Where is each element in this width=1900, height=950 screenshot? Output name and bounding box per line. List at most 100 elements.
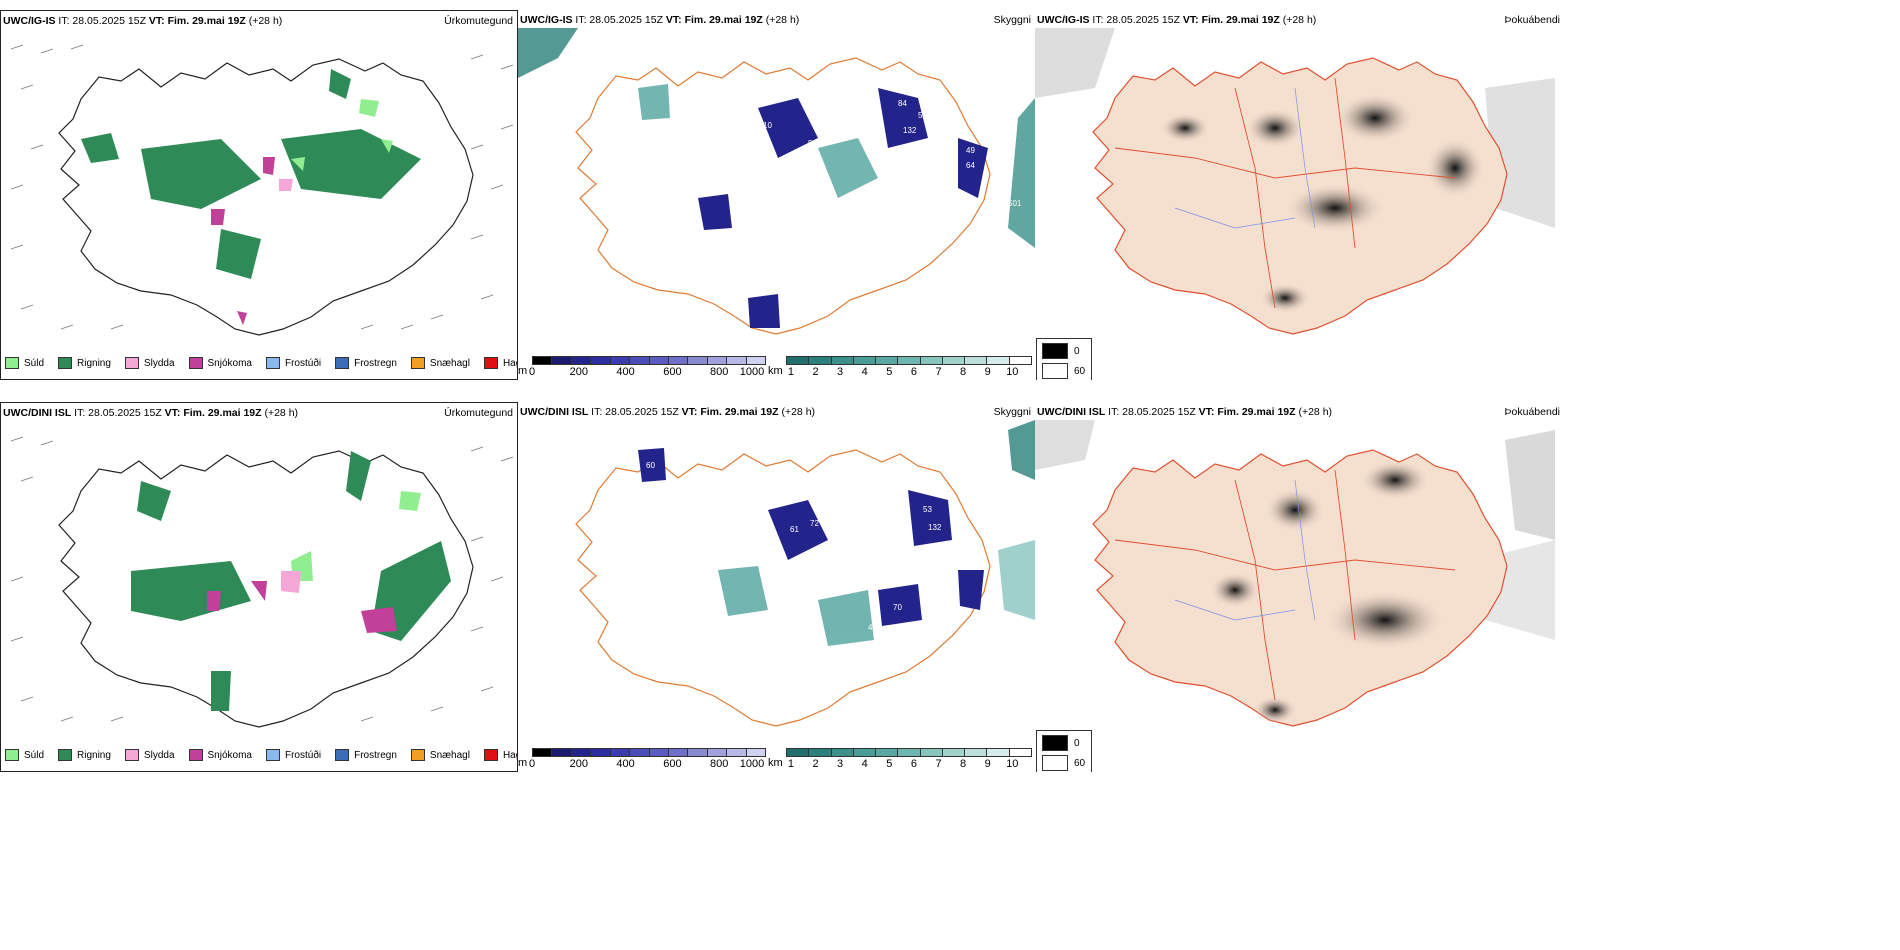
moderate-visibility-areas (718, 566, 874, 646)
legend-item: Frostregn (335, 357, 397, 369)
init-time: IT: 28.05.2025 15Z (575, 14, 663, 26)
fog-indicator-panel-top: UWC/IG-IS IT: 28.05.2025 15Z VT: Fim. 29… (1035, 10, 1900, 380)
model-name: UWC/DINI ISL (520, 406, 589, 418)
legend-swatch (188, 357, 203, 369)
legend-item: Rigning (58, 749, 111, 761)
legend-swatch (335, 749, 350, 761)
precip-type-panel-top: UWC/IG-IS IT: 28.05.2025 15Z VT: Fim. 29… (0, 10, 518, 380)
legend-swatch (5, 357, 19, 369)
wind-barbs (10, 436, 514, 722)
visibility-value-label: 72 (810, 519, 819, 528)
visibility-value-label: 132 (928, 523, 942, 532)
legend-item: Slydda (124, 357, 175, 369)
legend-swatch (124, 749, 139, 761)
height-colorbar-ticks: 0 200 400 600 800 1000 (528, 758, 765, 770)
height-unit: m (518, 757, 528, 769)
panel-header: UWC/DINI ISL IT: 28.05.2025 15Z VT: Fim.… (520, 404, 1031, 420)
visibility-colorbar-ticks: 1 2 3 4 5 6 7 8 9 10 (787, 758, 1019, 770)
visibility-panel-top: UWC/IG-IS IT: 28.05.2025 15Z VT: Fim. 29… (518, 10, 1035, 380)
visibility-value-label: 501 (1008, 199, 1022, 208)
legend-swatch (265, 357, 280, 369)
panel-header: UWC/DINI ISL IT: 28.05.2025 15Z VT: Fim.… (3, 405, 513, 421)
lead-time: (+28 h) (264, 407, 299, 419)
visibility-value-label: 56 (808, 139, 817, 148)
legend-item: Frostúði (265, 749, 321, 761)
valid-time: Fim. 29.mai 19Z (1217, 406, 1296, 418)
valid-time: Fim. 29.mai 19Z (167, 15, 246, 27)
wind-barbs (10, 44, 514, 330)
init-time: IT: 28.05.2025 15Z (1092, 14, 1180, 26)
visibility-value-label: 10 (763, 121, 772, 130)
fog-areas (1210, 460, 1445, 724)
legend-item: Snjókoma (188, 357, 252, 369)
parameter-name: Þokuábendi (1504, 14, 1560, 26)
visibility-value-label: 61 (784, 153, 793, 162)
legend-swatch (5, 749, 19, 761)
fog-indicator-map (1035, 420, 1555, 727)
model-name: UWC/IG-IS (1037, 14, 1090, 26)
visibility-value-label: 132 (903, 126, 917, 135)
fog-indicator-map (1035, 28, 1555, 335)
visibility-value-label: 60 (646, 461, 655, 470)
model-name: UWC/DINI ISL (3, 407, 72, 419)
visibility-panel-bottom: UWC/DINI ISL IT: 28.05.2025 15Z VT: Fim.… (518, 402, 1035, 772)
valid-time-label: VT: (665, 14, 682, 26)
low-visibility-areas (638, 448, 984, 626)
visibility-unit: km (768, 365, 783, 377)
parameter-name: Úrkomutegund (444, 407, 513, 419)
parameter-name: Skyggni (993, 14, 1031, 26)
visibility-colorbar: 1 2 3 4 5 6 7 8 9 10 km (768, 356, 1032, 379)
sleet-areas (279, 179, 293, 191)
legend-swatch (483, 749, 498, 761)
visibility-colorbar-ticks: 1 2 3 4 5 6 7 8 9 10 (787, 366, 1019, 378)
moderate-visibility-areas (638, 84, 878, 198)
legend-swatch (483, 357, 498, 369)
legend-swatch (265, 749, 280, 761)
precip-type-legend: Súld Rigning Slydda Snjókoma Frostúði Fr… (5, 353, 517, 373)
lead-time: (+28 h) (765, 14, 800, 26)
valid-time-label: VT: (148, 15, 165, 27)
drizzle-areas (291, 491, 421, 581)
init-time: IT: 28.05.2025 15Z (591, 406, 679, 418)
visibility-value-label: 42 (868, 623, 877, 632)
fog-legend-item: 0 (1042, 735, 1091, 751)
legend-swatch (410, 749, 425, 761)
init-time: IT: 28.05.2025 15Z (74, 407, 162, 419)
panel-header: UWC/DINI ISL IT: 28.05.2025 15Z VT: Fim.… (1037, 404, 1560, 420)
legend-item: Snjókoma (188, 749, 252, 761)
fog-legend: 0 60 (1036, 730, 1092, 772)
visibility-value-label: 139 (883, 81, 897, 90)
valid-time: Fim. 29.mai 19Z (700, 406, 779, 418)
legend-item: Slydda (124, 749, 175, 761)
precip-type-legend: Súld Rigning Slydda Snjókoma Frostúði Fr… (5, 745, 517, 765)
parameter-name: Þokuábendi (1504, 406, 1560, 418)
visibility-value-label: 84 (898, 99, 907, 108)
visibility-colorbar: 1 2 3 4 5 6 7 8 9 10 km (768, 748, 1032, 771)
height-colorbar-bar (532, 356, 766, 365)
legend-item: Rigning (58, 357, 111, 369)
valid-time: Fim. 29.mai 19Z (183, 407, 262, 419)
model-name: UWC/IG-IS (520, 14, 573, 26)
legend-item: Frostregn (335, 749, 397, 761)
init-time: IT: 28.05.2025 15Z (1108, 406, 1196, 418)
fog-legend-item: 60 (1042, 363, 1091, 379)
legend-item: Snæhagl (410, 357, 470, 369)
precip-type-map (10, 44, 514, 336)
visibility-colorbar-bar (786, 748, 1032, 757)
sleet-areas (281, 571, 301, 593)
snow-areas (211, 157, 275, 325)
visibility-map: 60 102 61 72 53 132 70 42 (575, 420, 1035, 727)
lead-time: (+28 h) (248, 15, 283, 27)
height-colorbar-ticks: 0 200 400 600 800 1000 (528, 366, 765, 378)
init-time: IT: 28.05.2025 15Z (58, 15, 146, 27)
model-name: UWC/DINI ISL (1037, 406, 1106, 418)
height-unit: m (518, 365, 528, 377)
visibility-unit: km (768, 757, 783, 769)
visibility-value-label: 102 (656, 485, 670, 494)
snow-areas (207, 581, 397, 633)
legend-swatch (188, 749, 203, 761)
visibility-value-label: 53 (918, 111, 927, 120)
parameter-name: Skyggni (993, 406, 1031, 418)
legend-swatch (58, 357, 73, 369)
visibility-colorbar-bar (786, 356, 1032, 365)
